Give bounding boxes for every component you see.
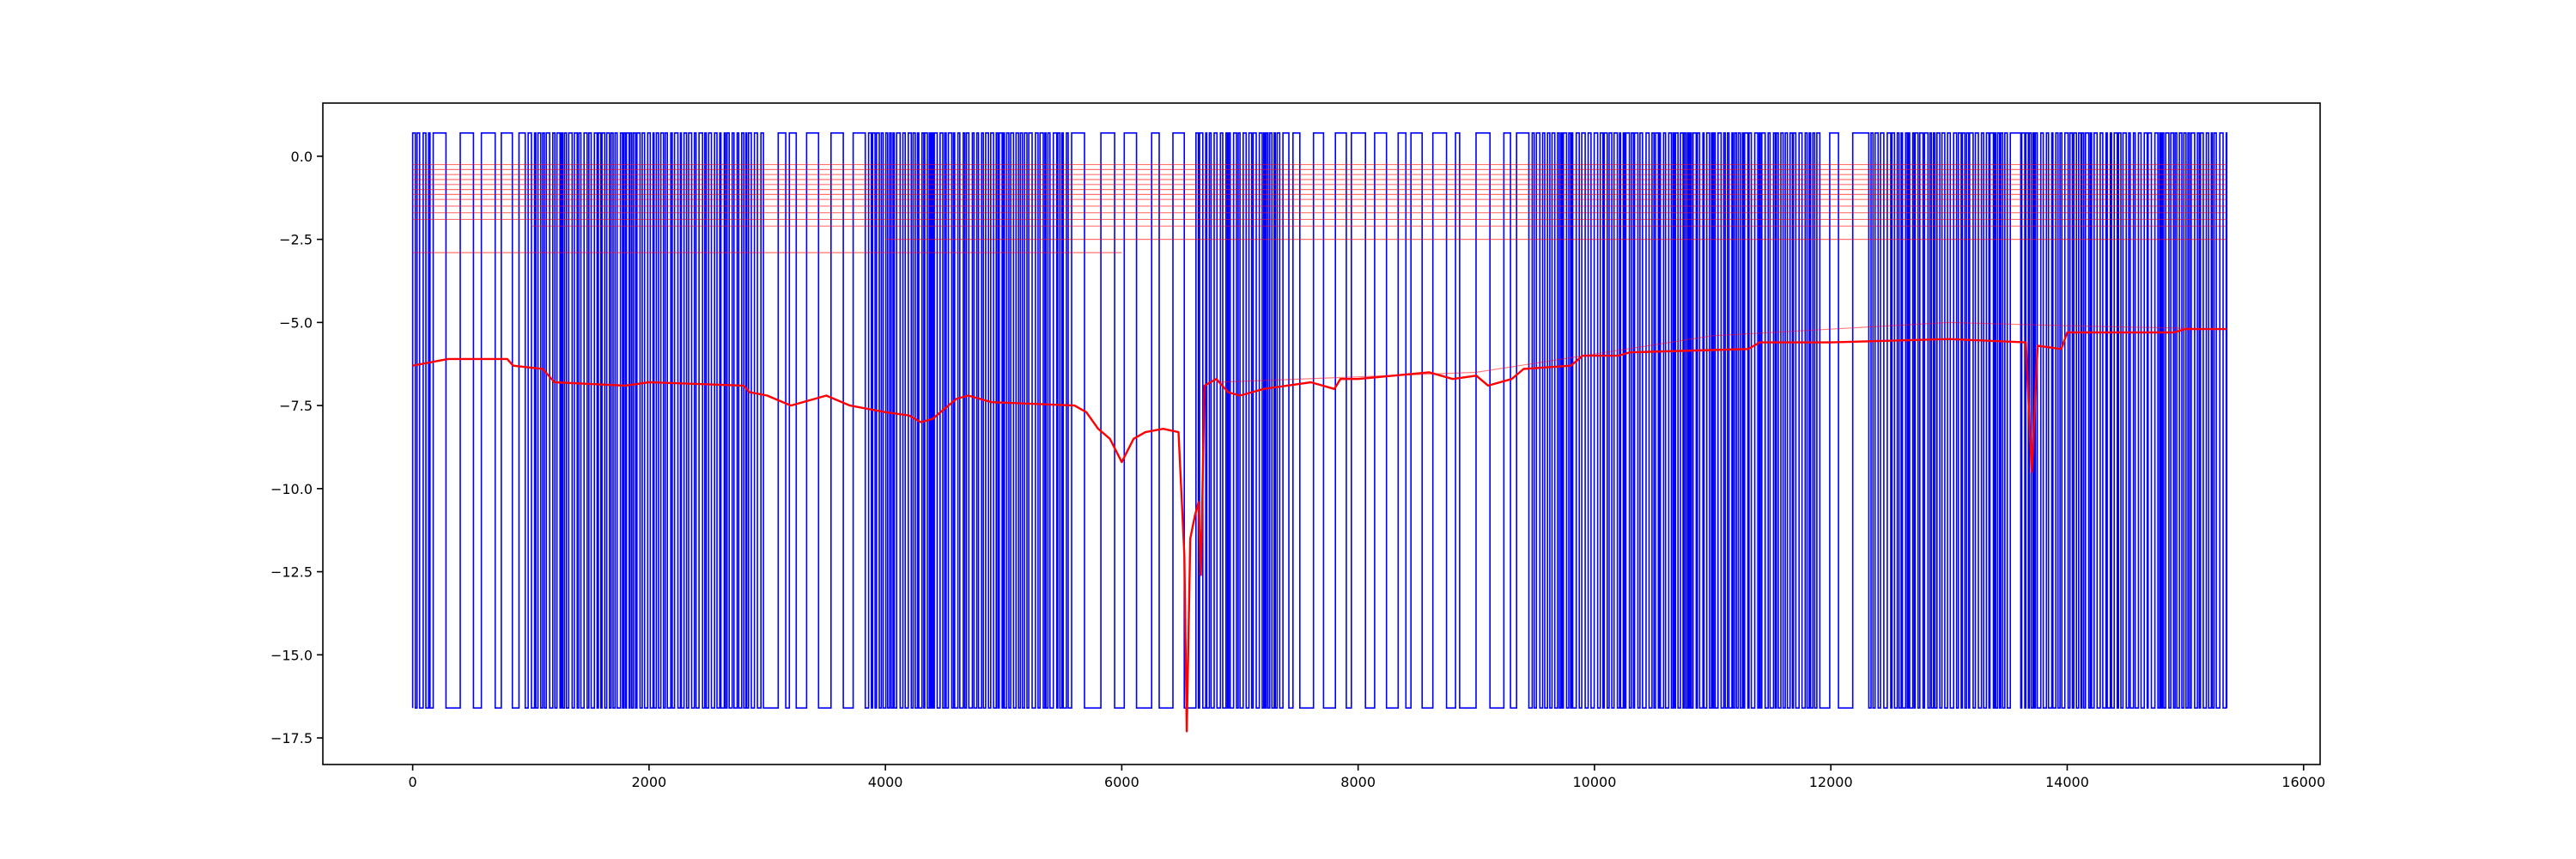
y-tick-label: −7.5 — [279, 398, 313, 414]
y-tick-label: −2.5 — [279, 232, 313, 248]
x-tick-label: 12000 — [1809, 774, 1853, 790]
axes-frame — [322, 102, 2321, 765]
x-tick-label: 14000 — [2045, 774, 2089, 790]
x-tick-label: 16000 — [2281, 774, 2325, 790]
series-red-main-trace — [412, 327, 2227, 733]
y-tick-label: −5.0 — [279, 314, 313, 331]
y-tick-label: −10.0 — [270, 481, 313, 497]
x-tick-label: 10000 — [1572, 774, 1616, 790]
x-tick-label: 4000 — [868, 774, 903, 790]
x-tick-label: 6000 — [1104, 774, 1139, 790]
y-tick-label: −17.5 — [270, 730, 313, 746]
x-axis: 0 2000 4000 6000 8000 10000 12000 14000 16000 — [409, 765, 2325, 790]
x-tick-label: 2000 — [632, 774, 667, 790]
y-tick-label: 0.0 — [291, 149, 313, 165]
series-blue-square-wave — [411, 132, 2228, 709]
x-tick-label: 8000 — [1340, 774, 1376, 790]
y-tick-label: −12.5 — [270, 564, 313, 581]
y-tick-label: −15.0 — [270, 647, 313, 663]
y-axis: 0.0 −2.5 −5.0 −7.5 −10.0 −12.5 −15.0 −17.5 — [270, 149, 323, 746]
plot-area — [411, 132, 2228, 733]
x-tick-label: 0 — [409, 774, 417, 790]
